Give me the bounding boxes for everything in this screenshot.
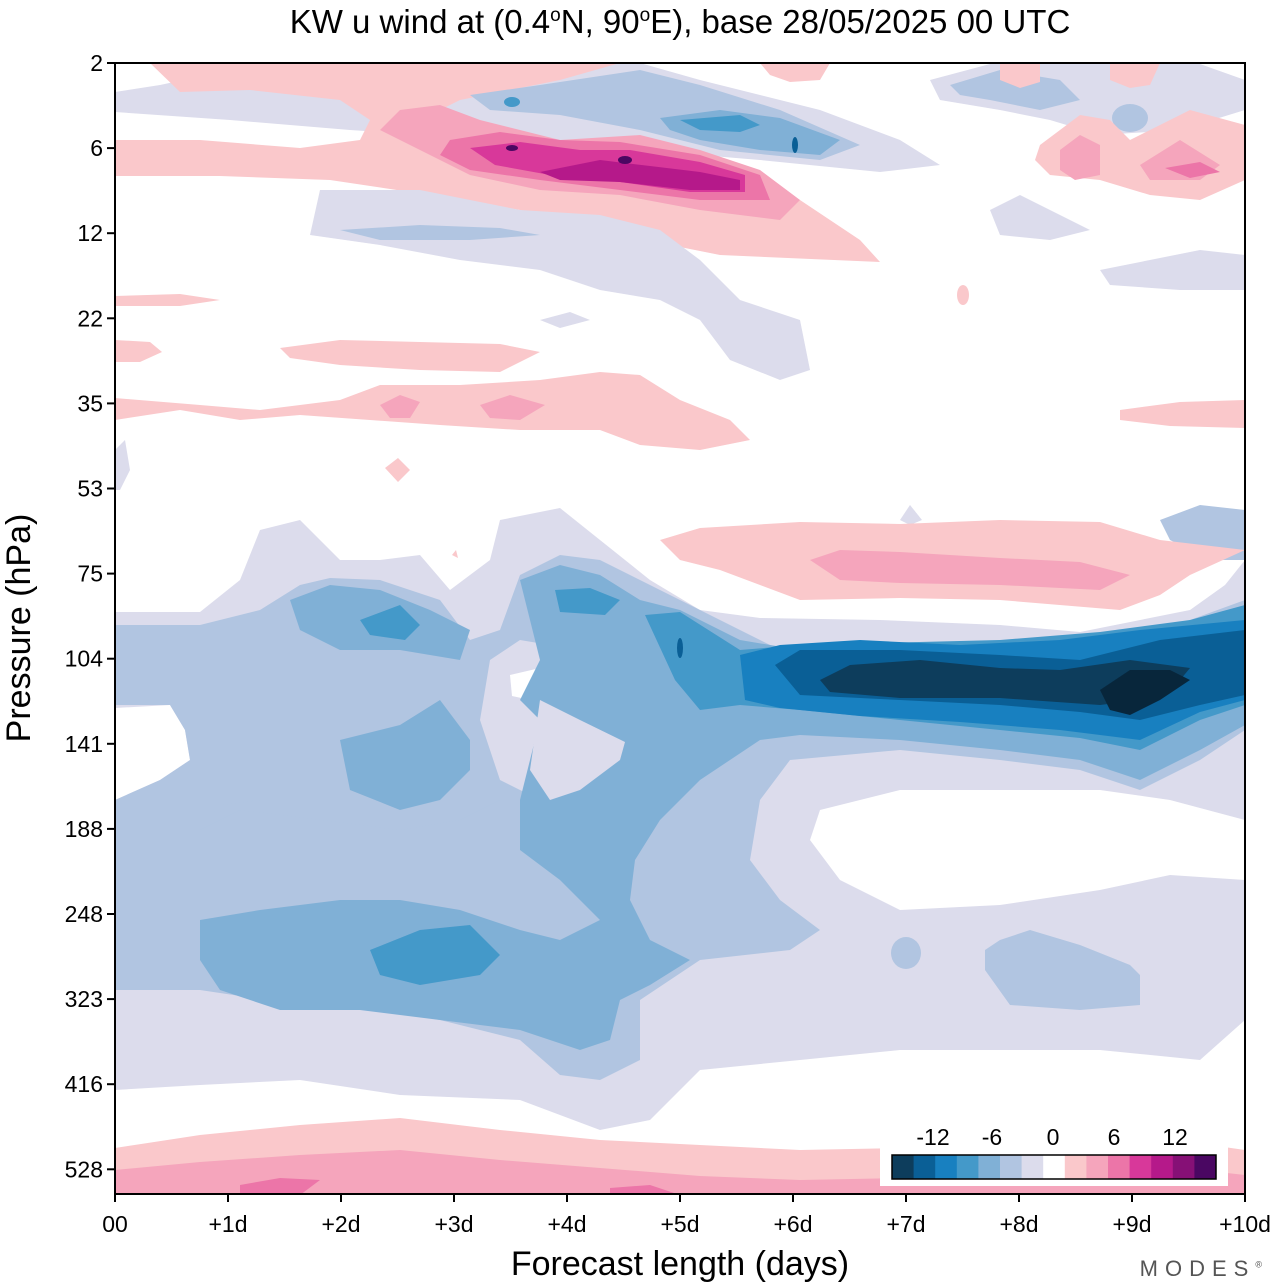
x-tick-label: +1d — [208, 1211, 247, 1237]
x-axis-title: Forecast length (days) — [511, 1245, 849, 1283]
colorbar-swatch — [913, 1155, 936, 1179]
colorbar-swatch — [1021, 1155, 1044, 1179]
chart-title: KW u wind at (0.4oN, 90oE), base 28/05/2… — [290, 3, 1071, 40]
x-tick-label: +9d — [1112, 1211, 1151, 1237]
colorbar-swatch — [1108, 1155, 1131, 1179]
contour-neg-jet-core — [1100, 670, 1190, 715]
colorbar-swatch — [1172, 1155, 1195, 1179]
contour-neg-d — [680, 115, 760, 132]
y-tick-label: 188 — [65, 816, 103, 842]
colorbar-frame — [891, 1154, 1217, 1180]
colorbar-swatch — [1129, 1155, 1152, 1179]
x-tick-label: +5d — [660, 1211, 699, 1237]
x-axis: 00 +1d +2d +3d +4d +5d +6d +7d +8d +9d +10d — [102, 1194, 1271, 1237]
y-tick-label: 12 — [77, 220, 103, 246]
colorbar-tick-label: -6 — [982, 1124, 1002, 1150]
wind-contour-field — [115, 63, 1245, 1194]
x-tick-label: +8d — [999, 1211, 1038, 1237]
y-tick-label: 141 — [65, 731, 103, 757]
x-tick-label: +6d — [773, 1211, 812, 1237]
contour-pos-e — [540, 160, 740, 190]
y-tick-label: 104 — [65, 646, 104, 672]
x-tick-label: +2d — [321, 1211, 360, 1237]
y-axis-title: Pressure (hPa) — [0, 514, 38, 743]
y-tick-label: 323 — [65, 986, 103, 1012]
y-tick-label: 416 — [65, 1071, 103, 1097]
y-tick-label: 22 — [77, 305, 103, 331]
colorbar: -12 -6 0 6 12 — [880, 1118, 1228, 1186]
y-tick-label: 2 — [90, 50, 103, 76]
x-tick-label: 00 — [102, 1211, 128, 1237]
contour-white-hole-1 — [115, 705, 190, 800]
colorbar-tick-label: 0 — [1047, 1124, 1060, 1150]
colorbar-swatch — [935, 1155, 958, 1179]
colorbar-tick-label: -12 — [916, 1124, 949, 1150]
colorbar-tick-label: 6 — [1108, 1124, 1121, 1150]
colorbar-swatch — [1043, 1155, 1066, 1179]
y-tick-label: 35 — [77, 390, 103, 416]
y-tick-label: 75 — [77, 561, 103, 587]
x-tick-label: +4d — [547, 1211, 586, 1237]
y-tick-label: 6 — [90, 135, 103, 161]
x-tick-label: +7d — [886, 1211, 925, 1237]
colorbar-swatch — [978, 1155, 1001, 1179]
colorbar-swatch — [956, 1155, 979, 1179]
colorbar-swatch — [892, 1155, 915, 1179]
colorbar-swatch — [1000, 1155, 1023, 1179]
colorbar-swatch — [1086, 1155, 1109, 1179]
y-tick-label: 248 — [65, 901, 103, 927]
colorbar-swatch — [1194, 1155, 1217, 1179]
y-tick-label: 528 — [65, 1156, 103, 1182]
x-tick-label: +3d — [434, 1211, 473, 1237]
colorbar-swatch — [1064, 1155, 1087, 1179]
modes-logo: MODES® — [1139, 1256, 1262, 1281]
colorbar-swatch — [1151, 1155, 1174, 1179]
x-tick-label: +10d — [1219, 1211, 1271, 1237]
contour-pos-core — [618, 156, 632, 164]
colorbar-tick-label: 12 — [1162, 1124, 1188, 1150]
y-axis: 2 6 12 22 35 53 75 104 141 188 248 323 416 528 — [65, 50, 115, 1182]
y-tick-label: 53 — [77, 476, 103, 502]
